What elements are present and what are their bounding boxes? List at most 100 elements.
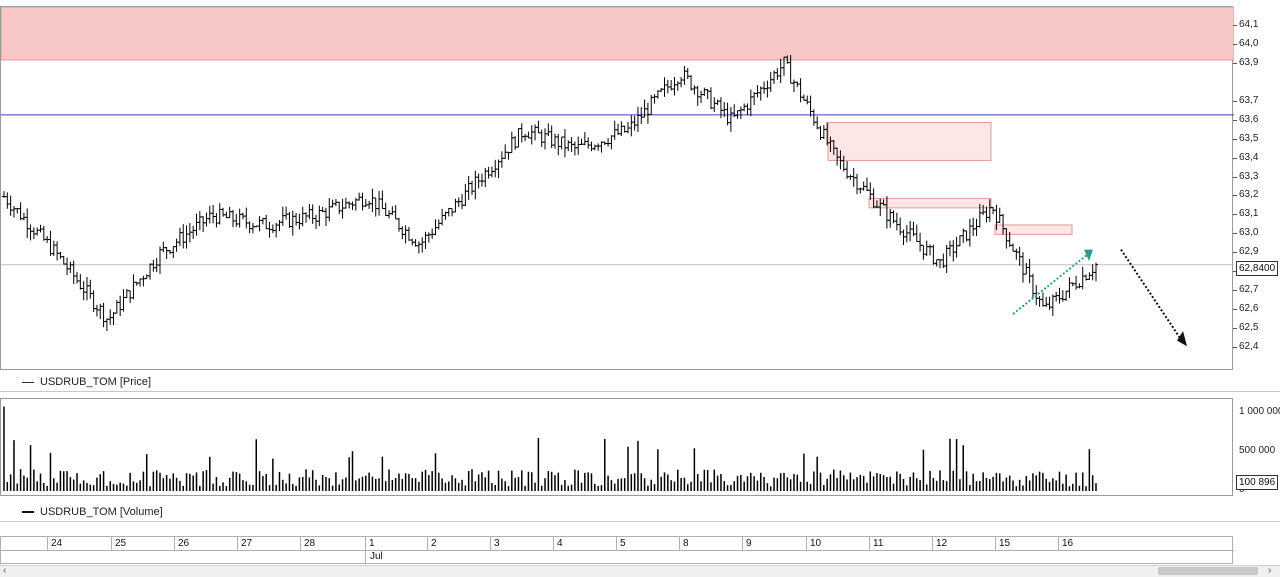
price-bar — [572, 141, 577, 156]
price-bar — [662, 77, 667, 97]
price-bar — [151, 259, 156, 272]
price-bar — [470, 180, 474, 195]
price-bar — [204, 212, 209, 227]
price-bar — [552, 133, 557, 149]
date-divider — [1058, 537, 1059, 550]
price-bar — [947, 240, 952, 257]
price-y-tick — [1233, 309, 1237, 311]
price-bar — [762, 81, 767, 94]
price-bar — [473, 170, 478, 200]
price-bar — [931, 244, 936, 265]
price-bar — [984, 206, 989, 223]
date-divider — [869, 537, 870, 550]
date-label: 16 — [1062, 538, 1074, 549]
price-bar — [559, 136, 564, 150]
price-bar — [685, 67, 690, 80]
price-bar — [672, 77, 677, 96]
price-bar — [68, 261, 73, 273]
scroll-thumb[interactable] — [1158, 567, 1258, 575]
price-bar — [1037, 296, 1042, 307]
price-bar — [1044, 296, 1049, 307]
price-y-tick — [1233, 347, 1237, 349]
price-bar — [81, 281, 86, 301]
price-y-tick — [1233, 195, 1237, 197]
price-y-tick-label: 62,9 — [1239, 246, 1259, 258]
price-bar — [8, 195, 13, 216]
price-bar — [1020, 252, 1025, 283]
date-divider — [174, 537, 175, 550]
price-bar — [217, 203, 222, 225]
price-bar — [775, 68, 780, 80]
price-bar — [689, 75, 694, 91]
price-y-tick-label: 63,6 — [1239, 113, 1259, 125]
price-bar — [416, 241, 421, 254]
price-bar — [705, 88, 710, 100]
price-bar — [48, 230, 53, 256]
price-bar — [582, 132, 587, 146]
price-bar — [519, 123, 524, 143]
price-bar — [526, 131, 531, 139]
scroll-right-icon[interactable]: › — [1268, 565, 1272, 576]
price-bar — [606, 137, 611, 147]
date-label: 24 — [51, 538, 63, 549]
price-bar — [171, 246, 176, 259]
price-bar — [845, 161, 850, 179]
price-bar — [144, 274, 149, 280]
panel-separator — [0, 391, 1280, 392]
supply-zone-box — [827, 122, 992, 161]
price-bar — [194, 213, 199, 236]
volume-chart-svg[interactable] — [1, 399, 1234, 497]
volume-y-tick-label: 500 000 — [1239, 444, 1276, 456]
price-y-tick — [1233, 138, 1237, 140]
price-bar — [108, 309, 113, 325]
scroll-left-icon[interactable]: ‹ — [3, 565, 7, 576]
price-bar — [21, 212, 26, 221]
price-y-tick — [1233, 214, 1237, 216]
horizontal-scrollbar[interactable]: ‹ › — [0, 565, 1280, 577]
price-bar — [589, 141, 594, 152]
price-bar — [506, 151, 511, 160]
price-bar — [513, 136, 518, 150]
price-bar — [148, 263, 153, 280]
price-y-tick-label: 63,3 — [1239, 170, 1259, 182]
price-bar — [456, 197, 461, 207]
volume-chart-panel — [0, 398, 1233, 496]
price-bar — [1067, 277, 1072, 298]
price-bar — [855, 173, 860, 195]
price-bar — [393, 205, 398, 220]
price-bar — [811, 109, 816, 126]
date-label: 3 — [494, 538, 500, 549]
price-bar — [596, 143, 601, 151]
price-y-tick-label: 63,5 — [1239, 132, 1259, 144]
date-label: 10 — [810, 538, 822, 549]
price-bar — [765, 80, 770, 98]
date-label: 28 — [304, 538, 316, 549]
price-bar — [310, 204, 315, 224]
price-chart-svg[interactable] — [1, 7, 1234, 371]
price-bar — [280, 206, 285, 226]
price-bar — [1077, 283, 1082, 289]
price-bar — [227, 206, 232, 219]
price-bar — [692, 85, 697, 95]
price-bar — [1064, 290, 1069, 301]
month-label: Jul — [370, 551, 383, 562]
price-bar — [423, 231, 428, 250]
price-bar — [463, 183, 468, 207]
price-bar — [1054, 291, 1059, 302]
price-bar — [1074, 275, 1079, 290]
price-y-tick — [1233, 328, 1237, 330]
volume-legend: USDRUB_TOM [Volume] — [22, 506, 163, 518]
date-divider — [47, 537, 48, 550]
price-bar — [131, 274, 136, 300]
price-bar — [84, 277, 89, 301]
price-bar — [377, 191, 382, 216]
price-bar — [460, 194, 465, 210]
price-bar — [201, 216, 206, 233]
supply-zone-box — [994, 224, 1073, 235]
price-bar — [58, 251, 63, 259]
price-bar — [921, 244, 926, 260]
uptrend-arrow — [1012, 252, 1090, 315]
date-label: 26 — [178, 538, 190, 549]
price-bar — [367, 200, 372, 209]
price-bar — [635, 106, 640, 132]
